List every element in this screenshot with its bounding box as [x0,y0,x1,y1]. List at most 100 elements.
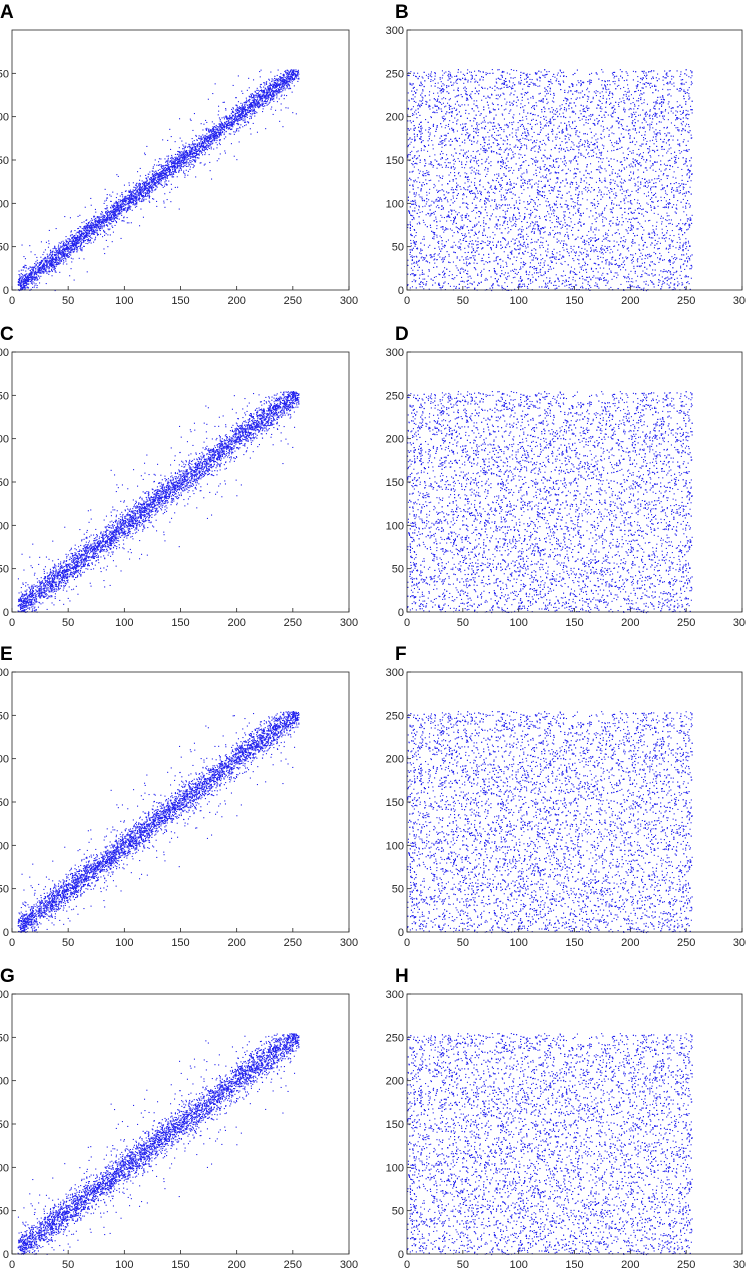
scatter-point [76,251,78,253]
scatter-point [174,170,176,172]
scatter-point [53,265,55,267]
scatter-point [220,121,222,123]
scatter-point [160,172,162,174]
scatter-point [23,274,25,276]
scatter-point [79,230,81,232]
scatter-point [21,285,23,287]
scatter-point [36,277,38,279]
scatter-point [112,210,114,212]
scatter-point [264,87,266,89]
scatter-point [193,165,195,167]
scatter-point [236,118,238,120]
scatter-point [96,223,98,225]
scatter-point [147,183,149,185]
scatter-point [281,94,283,96]
scatter-point [269,86,271,88]
scatter-point [63,261,65,263]
scatter-point [251,93,253,95]
scatter-point [273,90,275,92]
scatter-point [259,98,261,100]
scatter-point [139,194,141,196]
scatter-point [24,267,26,269]
scatter-point [161,172,163,174]
scatter-point [128,194,130,196]
scatter-point [25,281,27,283]
scatter-point [106,207,108,209]
scatter-point [196,149,198,151]
scatter-point [138,182,140,184]
scatter-point [38,268,40,270]
scatter-point [283,78,285,80]
scatter-point [41,272,43,274]
scatter-point [66,253,68,255]
scatter-point [67,256,69,258]
scatter-point [138,196,140,198]
scatter-point [82,228,84,230]
scatter-point [104,253,106,255]
scatter-point [194,156,196,158]
scatter-point [171,159,173,161]
scatter-point [244,115,246,117]
scatter-point [97,216,99,218]
scatter-point [253,102,255,104]
scatter-point [24,289,26,291]
scatter-point [234,120,236,122]
scatter-point [75,241,77,243]
scatter-point [256,101,258,103]
scatter-point [75,242,77,244]
scatter-point [189,168,191,170]
scatter-point [194,160,196,162]
scatter-point [36,287,38,289]
scatter-point [101,216,103,218]
scatter-point [42,268,44,270]
scatter-point [219,129,221,131]
scatter-point [279,89,281,91]
scatter-point [223,124,225,126]
scatter-point [58,256,60,258]
scatter-point [110,214,112,216]
scatter-point [285,82,287,84]
scatter-point [202,129,204,131]
scatter-point [99,228,101,230]
scatter-point [251,114,253,116]
scatter-point [218,142,220,144]
scatter-point [269,83,271,85]
scatter-point [248,101,250,103]
scatter-point [129,189,131,191]
scatter-point [291,74,293,76]
scatter-point [71,261,73,263]
scatter-point [256,105,258,107]
scatter-point [253,95,255,97]
scatter-point [30,276,32,278]
scatter-point [95,227,97,229]
scatter-point [269,93,271,95]
scatter-point [105,233,107,235]
scatter-point [186,154,188,156]
scatter-point [229,122,231,124]
scatter-point [245,114,247,116]
scatter-point [249,109,251,111]
scatter-point [270,98,272,100]
scatter-point [246,112,248,114]
scatter-point [212,128,214,130]
scatter-point [282,86,284,88]
scatter-point [89,233,91,235]
scatter-point [218,133,220,135]
scatter-point [246,109,248,111]
scatter-point [289,85,291,87]
scatter-point [192,154,194,156]
scatter-point [209,135,211,137]
scatter-point [231,111,233,113]
scatter-point [223,116,225,118]
scatter-point [51,250,53,252]
scatter-point [177,163,179,165]
scatter-point [76,248,78,250]
scatter-point [55,248,57,250]
scatter-point [171,188,173,190]
scatter-point [174,171,176,173]
scatter-point [58,250,60,252]
scatter-point [52,248,54,250]
scatter-point [76,247,78,249]
scatter-point [22,286,24,288]
scatter-point [19,276,21,278]
